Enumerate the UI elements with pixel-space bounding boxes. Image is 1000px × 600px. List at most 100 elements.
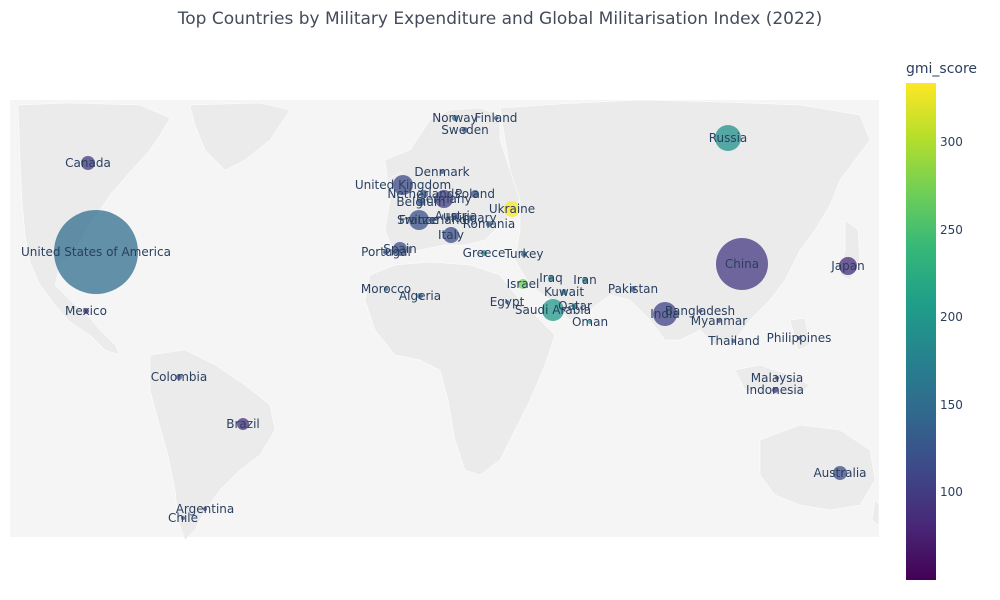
label-russia: Russia (709, 131, 748, 145)
landmass-0 (17, 102, 171, 356)
label-united-states-of-america: United States of America (21, 245, 171, 259)
label-portugal: Portugal (361, 245, 411, 259)
bubble-finland[interactable] (494, 116, 498, 120)
bubble-saudi-arabia[interactable] (542, 299, 564, 321)
bubble-canada[interactable] (81, 156, 95, 170)
bubble-brazil[interactable] (237, 418, 249, 430)
bubble-philippines[interactable] (797, 336, 801, 340)
bubble-italy[interactable] (443, 227, 459, 243)
label-sweden: Sweden (441, 123, 488, 137)
bubble-chile[interactable] (181, 516, 185, 520)
label-argentina: Argentina (176, 502, 235, 516)
bubble-sweden[interactable] (462, 127, 468, 133)
label-finland: Finland (475, 111, 518, 125)
bubble-ukraine[interactable] (504, 201, 520, 217)
bubble-kuwait[interactable] (561, 289, 567, 295)
bubble-romania[interactable] (486, 221, 492, 227)
label-china: China (725, 257, 759, 271)
label-italy: Italy (438, 228, 464, 242)
label-colombia: Colombia (151, 370, 207, 384)
label-oman: Oman (572, 315, 608, 329)
label-mexico: Mexico (65, 304, 107, 318)
landmass-6 (499, 99, 871, 346)
bubble-portugal[interactable] (383, 249, 389, 255)
label-brazil: Brazil (226, 417, 260, 431)
chart-title: Top Countries by Military Expenditure an… (177, 9, 823, 29)
colorbar-title: gmi_score (906, 61, 978, 77)
label-algeria: Algeria (399, 289, 441, 303)
label-netherlands: Netherlands (387, 187, 460, 201)
label-iraq: Iraq (539, 271, 562, 285)
landmass-10 (759, 424, 876, 511)
bubble-oman[interactable] (588, 320, 592, 324)
label-poland: Poland (455, 187, 495, 201)
label-switzerland: Switzerland (397, 213, 467, 227)
bubble-china[interactable] (716, 238, 768, 290)
bubble-israel[interactable] (518, 279, 528, 289)
bubble-algeria[interactable] (417, 293, 423, 299)
label-chile: Chile (168, 511, 198, 525)
label-india: India (650, 307, 679, 321)
bubble-bangladesh[interactable] (698, 309, 702, 313)
bubble-russia[interactable] (715, 125, 741, 151)
bubble-argentina[interactable] (203, 507, 207, 511)
bubble-belgium[interactable] (417, 198, 425, 206)
label-germany: Germany (416, 192, 471, 206)
label-myanmar: Myanmar (691, 314, 747, 328)
landmass-11 (871, 499, 880, 526)
label-philippines: Philippines (767, 331, 832, 345)
bubble-iran[interactable] (582, 277, 588, 283)
label-canada: Canada (65, 156, 111, 170)
colorbar (906, 83, 936, 580)
bubble-turkey[interactable] (521, 251, 527, 257)
bubble-pakistan[interactable] (630, 286, 636, 292)
bubble-japan[interactable] (839, 257, 857, 275)
label-iran: Iran (573, 273, 596, 287)
label-denmark: Denmark (414, 165, 469, 179)
label-united-kingdom: United Kingdom (355, 178, 451, 192)
bubble-hungary[interactable] (468, 215, 474, 221)
label-saudi-arabia: Saudi Arabia (515, 303, 591, 317)
bubble-iraq[interactable] (548, 275, 554, 281)
bubble-germany[interactable] (435, 190, 453, 208)
landmass-8 (734, 364, 811, 396)
colorbar-tick-150: 150 (940, 398, 963, 412)
bubble-qatar[interactable] (572, 303, 578, 309)
colorbar-tick-250: 250 (940, 223, 963, 237)
bubble-egypt[interactable] (505, 300, 509, 304)
label-hungary: Hungary (445, 211, 496, 225)
landmass-5 (364, 261, 556, 476)
colorbar-tick-200: 200 (940, 310, 963, 324)
bubble-france[interactable] (409, 210, 429, 230)
bubble-mexico[interactable] (83, 308, 89, 314)
label-egypt: Egypt (490, 295, 525, 309)
label-france: France (399, 213, 439, 227)
label-greece: Greece (463, 246, 506, 260)
bubble-united-states-of-america[interactable] (54, 210, 138, 294)
bubble-switzerland[interactable] (429, 217, 435, 223)
bubble-united-kingdom[interactable] (393, 175, 413, 195)
bubble-myanmar[interactable] (717, 319, 721, 323)
bubble-australia[interactable] (833, 466, 847, 480)
bubble-austria[interactable] (453, 213, 459, 219)
label-australia: Australia (813, 466, 866, 480)
bubble-netherlands[interactable] (420, 190, 428, 198)
bubble-malaysia[interactable] (775, 376, 779, 380)
bubble-denmark[interactable] (440, 170, 444, 174)
label-japan: Japan (830, 259, 864, 273)
bubble-greece[interactable] (481, 250, 487, 256)
label-thailand: Thailand (707, 334, 760, 348)
landmass-9 (789, 317, 811, 351)
label-romania: Romania (463, 217, 515, 231)
bubble-poland[interactable] (471, 190, 479, 198)
bubble-indonesia[interactable] (772, 387, 778, 393)
bubble-colombia[interactable] (176, 374, 182, 380)
bubble-spain[interactable] (393, 242, 407, 256)
bubble-thailand[interactable] (732, 339, 736, 343)
bubble-norway[interactable] (452, 115, 458, 121)
bubble-morocco[interactable] (384, 287, 388, 291)
label-israel: Israel (507, 277, 540, 291)
label-belgium: Belgium (396, 195, 445, 209)
bubble-india[interactable] (653, 302, 677, 326)
